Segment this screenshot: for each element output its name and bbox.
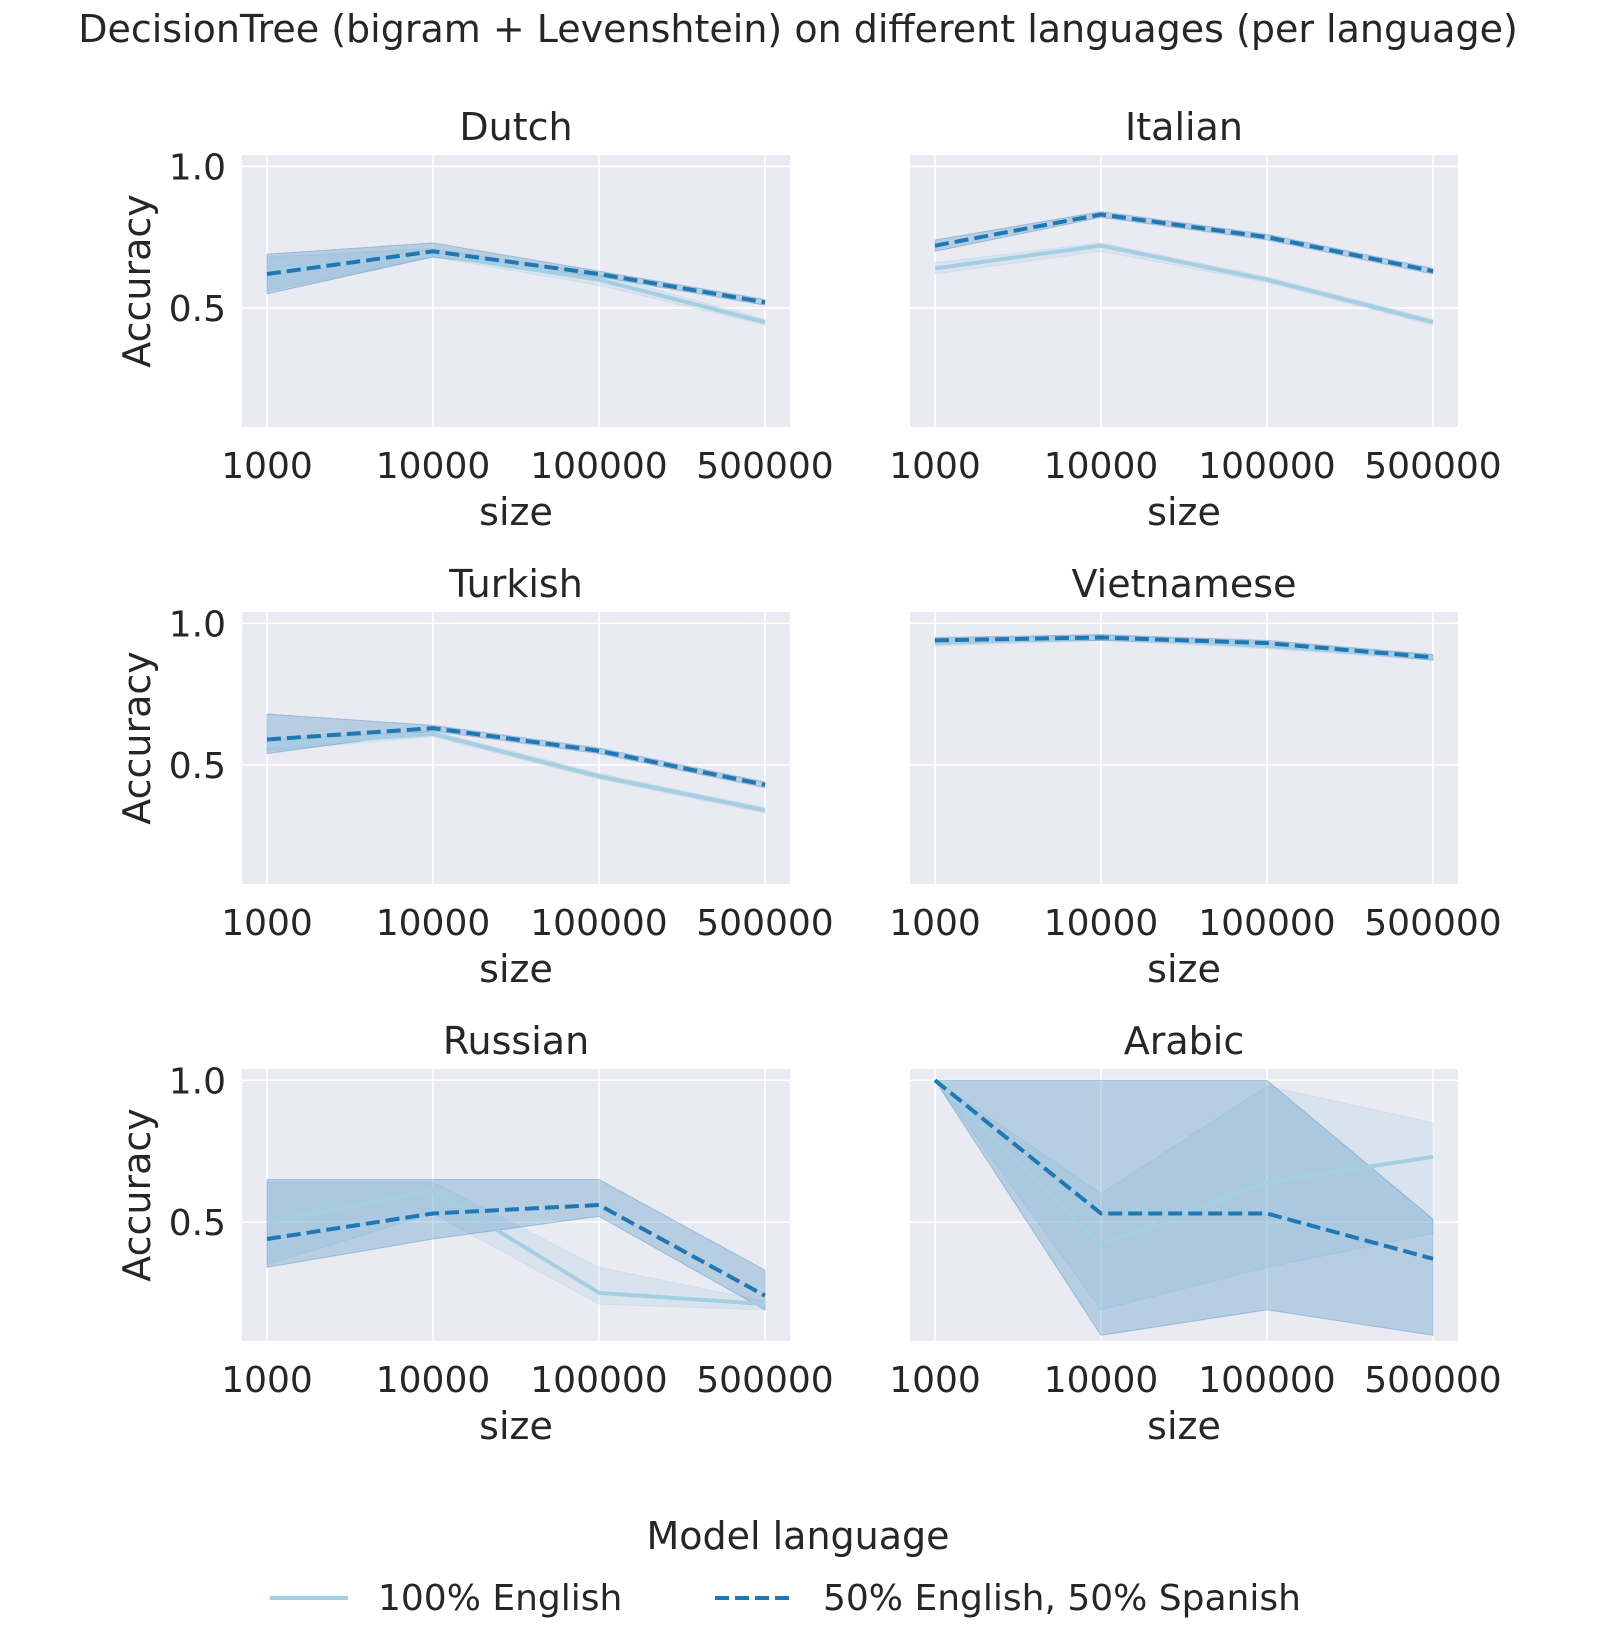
panel-turkish: Turkish 1000 10000 100000 500000 size 0.5 1.0Ac… xyxy=(115,562,834,991)
panel-title: Dutch xyxy=(459,105,572,149)
x-tick-label: 1000 xyxy=(221,903,313,944)
x-axis-label: size xyxy=(1147,1404,1221,1448)
plot-area xyxy=(242,612,790,884)
x-tick-label: 100000 xyxy=(530,903,667,944)
ci-band-100-english xyxy=(934,1079,1434,1311)
series-line-100-english xyxy=(266,731,766,813)
plot-area xyxy=(910,1069,1458,1341)
legend-label-50-english-50-spanish: 50% English, 50% Spanish xyxy=(823,1578,1301,1619)
panel-vietnamese: Vietnamese 1000 10000 100000 500000 size xyxy=(889,562,1502,991)
series-line-50-english-50-spanish xyxy=(934,212,1434,274)
series-line-100-english xyxy=(934,243,1434,325)
panel-dutch: Dutch 1000 10000 100000 500000 size 0.5 1.0Accu… xyxy=(115,105,834,534)
series-line-50-english-50-spanish xyxy=(266,726,766,787)
x-tick-label: 10000 xyxy=(376,1360,491,1401)
x-tick-label: 10000 xyxy=(1044,1360,1159,1401)
x-tick-label: 500000 xyxy=(1364,1360,1501,1401)
plot-area xyxy=(910,155,1458,427)
y-tick-label: 0.5 xyxy=(169,746,226,787)
x-tick-label: 10000 xyxy=(376,903,491,944)
x-tick-label: 100000 xyxy=(1198,903,1335,944)
legend-title: Model language xyxy=(646,1514,949,1558)
x-tick-label: 10000 xyxy=(1044,903,1159,944)
x-tick-label: 500000 xyxy=(1364,446,1501,487)
y-tick-label: 0.5 xyxy=(169,289,226,330)
panel-title: Vietnamese xyxy=(1072,562,1297,606)
plot-area xyxy=(242,1069,790,1341)
ci-band-100-english xyxy=(934,242,1434,326)
panel-title: Arabic xyxy=(1124,1019,1244,1063)
x-axis-label: size xyxy=(1147,490,1221,534)
series-line-50-english-50-spanish xyxy=(934,635,1434,660)
y-axis-label: Accuracy xyxy=(115,194,159,368)
x-tick-label: 100000 xyxy=(530,446,667,487)
y-axis-label: Accuracy xyxy=(115,1108,159,1282)
x-tick-label: 1000 xyxy=(889,446,981,487)
x-tick-label: 100000 xyxy=(1198,446,1335,487)
series-line-50-english-50-spanish xyxy=(266,249,766,305)
x-axis-label: size xyxy=(479,947,553,991)
plot-area xyxy=(242,155,790,427)
panel-italian: Italian 1000 10000 100000 500000 size xyxy=(889,105,1502,534)
x-tick-label: 500000 xyxy=(696,446,833,487)
series-line-100-english xyxy=(266,1188,766,1307)
chart-title: DecisionTree (bigram + Levenshtein) on d… xyxy=(78,7,1518,51)
ci-band-50-english-50-spanish xyxy=(266,1179,766,1311)
panel-russian: Russian 1000 10000 100000 500000 size 0.5 1.0Ac… xyxy=(115,1019,834,1448)
panel-title: Turkish xyxy=(448,562,583,606)
x-tick-label: 500000 xyxy=(696,903,833,944)
y-axis-label: Accuracy xyxy=(115,651,159,825)
plot-area xyxy=(910,612,1458,884)
series-line-50-english-50-spanish xyxy=(933,1078,1434,1261)
ci-band-100-english xyxy=(266,730,766,814)
x-tick-label: 1000 xyxy=(221,446,313,487)
x-tick-label: 500000 xyxy=(1364,903,1501,944)
x-tick-label: 10000 xyxy=(376,446,491,487)
x-tick-label: 100000 xyxy=(1198,1360,1335,1401)
x-axis-label: size xyxy=(479,1404,553,1448)
x-tick-label: 1000 xyxy=(889,903,981,944)
series-line-100-english xyxy=(933,1078,1434,1247)
panel-title: Russian xyxy=(443,1019,589,1063)
legend: Model language 100% English 50% English,… xyxy=(270,1514,1301,1619)
ci-band-50-english-50-spanish xyxy=(934,1079,1434,1336)
x-tick-label: 1000 xyxy=(221,1360,313,1401)
legend-label-100-english: 100% English xyxy=(378,1578,622,1619)
x-tick-label: 100000 xyxy=(530,1360,667,1401)
panel-title: Italian xyxy=(1125,105,1243,149)
y-tick-label: 1.0 xyxy=(169,604,226,645)
x-tick-label: 500000 xyxy=(696,1360,833,1401)
y-tick-label: 1.0 xyxy=(169,1061,226,1102)
series-line-50-english-50-spanish xyxy=(266,1203,766,1298)
x-tick-label: 1000 xyxy=(889,1360,981,1401)
panel-arabic: Arabic 1000 10000 100000 500000 size xyxy=(889,1019,1502,1448)
x-tick-label: 10000 xyxy=(1044,446,1159,487)
y-tick-label: 1.0 xyxy=(169,147,226,188)
x-axis-label: size xyxy=(1147,947,1221,991)
x-axis-label: size xyxy=(479,490,553,534)
y-tick-label: 0.5 xyxy=(169,1203,226,1244)
